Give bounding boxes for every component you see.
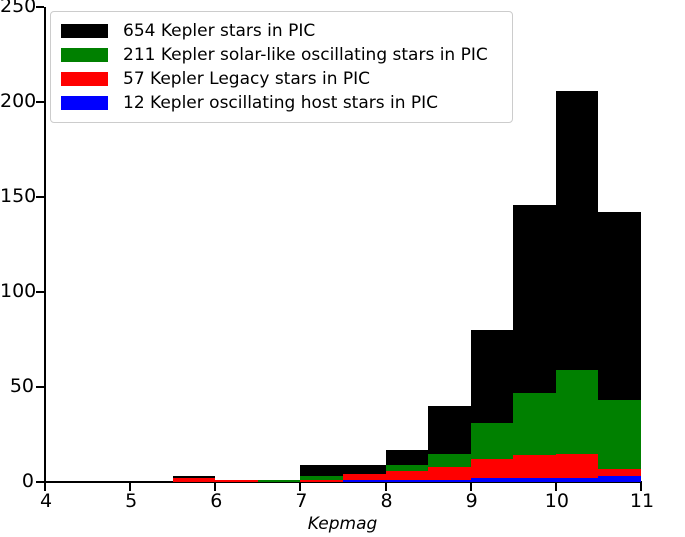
- histogram-bar: [300, 476, 343, 482]
- x-axis-tick-label: 11: [629, 490, 655, 512]
- histogram-bar: [428, 466, 471, 482]
- y-axis-tick-label: 100: [0, 280, 37, 302]
- histogram-bar: [428, 480, 471, 482]
- histogram-bar: [385, 470, 429, 482]
- x-axis-tick-mark: [384, 483, 387, 491]
- y-axis-tick-label: 0: [21, 470, 34, 492]
- y-axis-tick-mark: [36, 101, 44, 103]
- chart-legend: 654 Kepler stars in PIC 211 Kepler solar…: [50, 11, 513, 123]
- x-axis-tick-mark: [554, 483, 557, 491]
- x-axis-tick-label: 4: [39, 490, 53, 512]
- histogram-bar: [555, 453, 599, 482]
- histogram-bar: [598, 400, 641, 482]
- histogram-bar: [470, 478, 514, 482]
- legend-label-legacy-stars: 57 Kepler Legacy stars in PIC: [123, 69, 371, 89]
- x-axis-tick-mark: [469, 483, 472, 491]
- legend-item: 57 Kepler Legacy stars in PIC: [61, 67, 502, 91]
- y-axis-tick-mark: [36, 481, 44, 483]
- x-axis-tick-label: 6: [210, 490, 223, 512]
- x-axis-tick-label: 7: [295, 490, 308, 512]
- legend-item: 654 Kepler stars in PIC: [61, 19, 502, 43]
- y-axis-tick-label: 250: [0, 0, 37, 17]
- histogram-bar: [300, 480, 343, 482]
- legend-label-oscillating-host-stars: 12 Kepler oscillating host stars in PIC: [123, 93, 439, 113]
- legend-swatch-blue: [61, 96, 108, 110]
- histogram-bars: [45, 7, 641, 482]
- histogram-bar: [555, 478, 599, 482]
- legend-item: 12 Kepler oscillating host stars in PIC: [61, 91, 502, 115]
- x-axis-tick-mark: [214, 483, 217, 491]
- histogram-bar: [257, 480, 301, 482]
- x-axis-tick-mark: [44, 483, 46, 491]
- y-axis-tick-label: 150: [0, 185, 37, 207]
- histogram-bar: [513, 455, 556, 482]
- x-axis-tick-label: 5: [125, 490, 138, 512]
- histogram-bar: [343, 480, 386, 482]
- x-axis-tick-label: 9: [465, 490, 478, 512]
- legend-swatch-green: [61, 48, 108, 62]
- x-axis-tick-mark: [299, 483, 302, 491]
- y-axis-tick-label: 50: [9, 375, 34, 397]
- y-axis-tick-mark: [36, 6, 44, 8]
- y-axis-spine: [44, 7, 46, 483]
- histogram-bar: [385, 480, 429, 482]
- legend-label-solar-like-oscillating: 211 Kepler solar-like oscillating stars …: [123, 45, 488, 65]
- x-axis-spine: [44, 481, 642, 483]
- histogram-bar: [343, 474, 386, 482]
- histogram-bar: [513, 478, 556, 482]
- legend-item: 211 Kepler solar-like oscillating stars …: [61, 43, 502, 67]
- x-axis-tick-label: 10: [544, 490, 569, 512]
- x-axis-title: Kepmag: [307, 514, 378, 534]
- histogram-bar: [470, 459, 514, 482]
- legend-swatch-red: [61, 72, 108, 86]
- y-axis-tick-mark: [36, 291, 44, 293]
- x-axis-tick-mark: [640, 483, 642, 491]
- histogram-bar: [598, 476, 641, 482]
- legend-label-all-kepler-stars: 654 Kepler stars in PIC: [123, 21, 316, 41]
- histogram-bar: [215, 480, 258, 482]
- legend-swatch-black: [61, 24, 108, 38]
- x-axis-tick-mark: [129, 483, 132, 491]
- histogram-bar: [172, 478, 216, 482]
- x-axis-tick-label: 8: [380, 490, 393, 512]
- y-axis-tick-mark: [36, 196, 44, 198]
- y-axis-tick-mark: [36, 386, 44, 388]
- y-axis-tick-label: 200: [0, 90, 37, 112]
